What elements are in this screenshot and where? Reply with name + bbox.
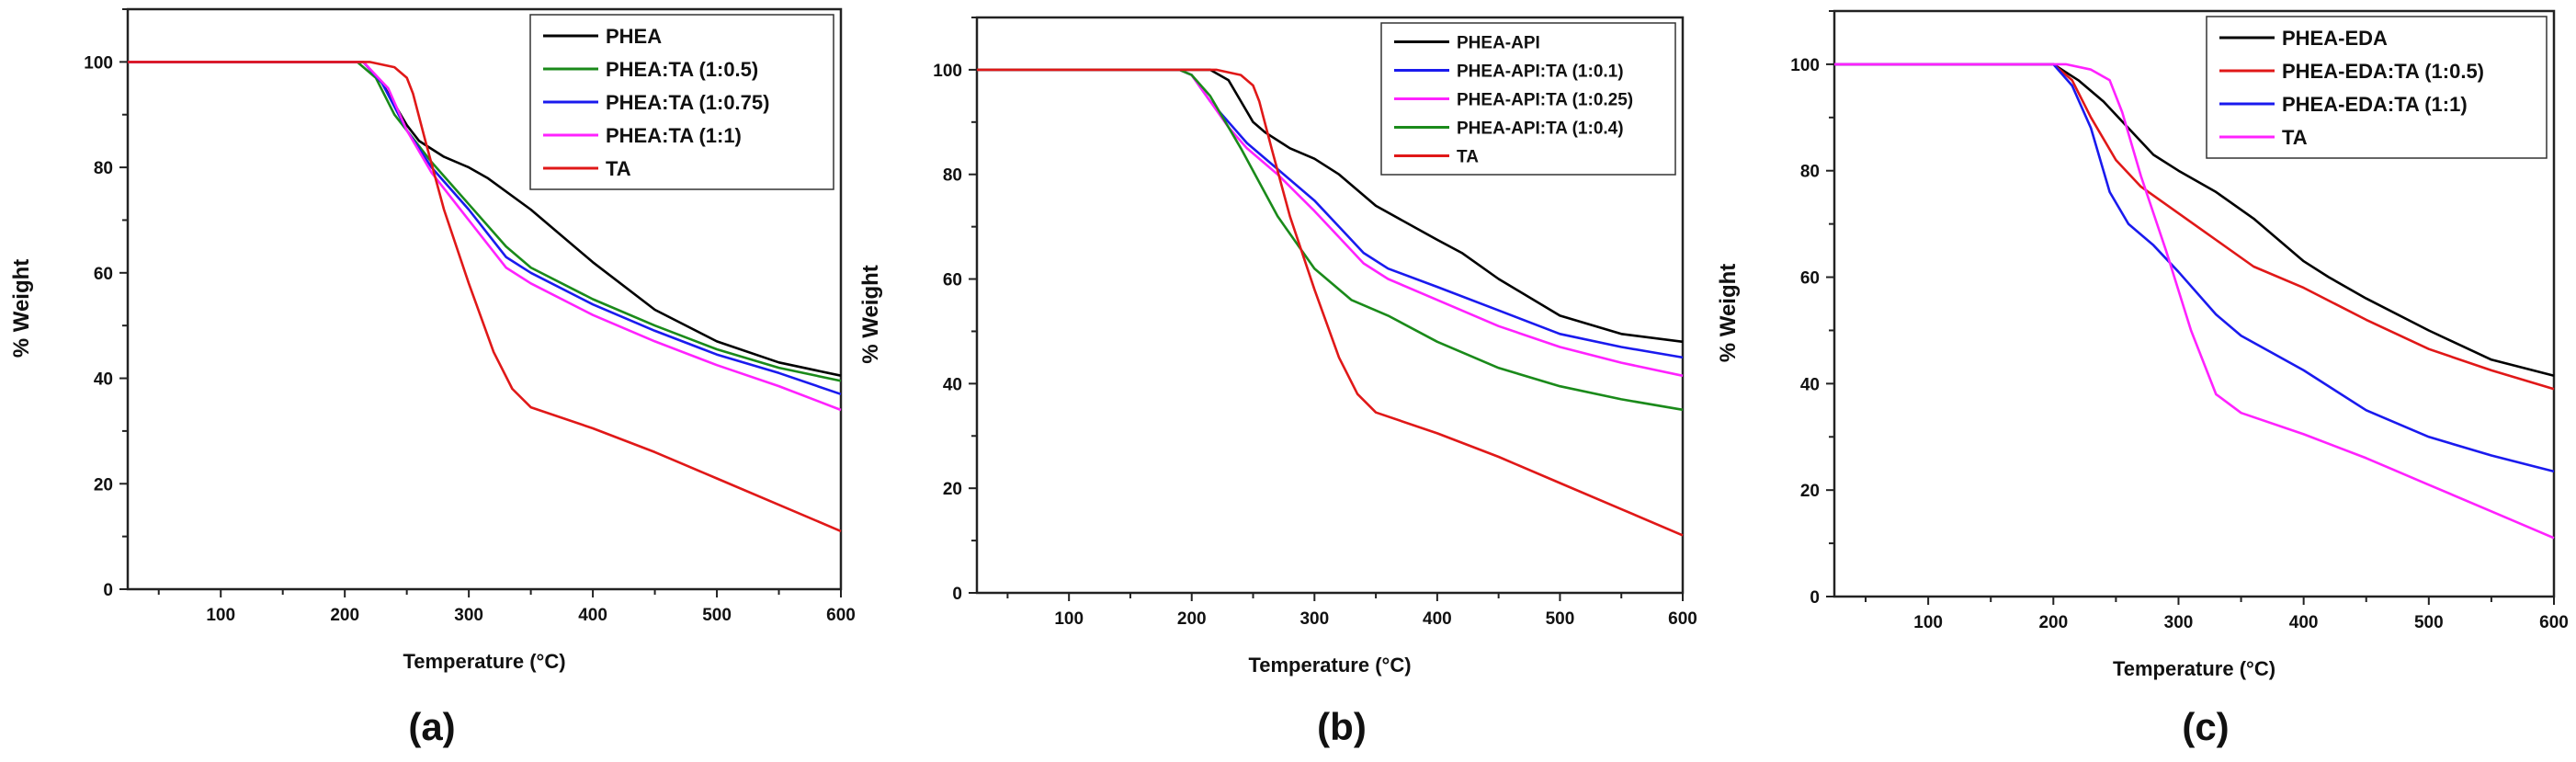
panel-label: (c) [2182,705,2229,748]
x-tick-label: 100 [1913,613,1943,632]
legend-entry: PHEA [606,25,662,48]
x-tick-label: 300 [454,606,483,625]
y-tick-label: 40 [943,375,962,394]
legend-entry: PHEA-EDA:TA (1:0.5) [2282,60,2484,83]
x-tick-label: 200 [2038,613,2068,632]
legend-entry: PHEA:TA (1:1) [606,124,742,147]
y-tick-label: 40 [1800,375,1820,394]
x-axis-label: Temperature (°C) [2113,657,2275,680]
chart-panel-b: 100 200 300 400 500 600 0 20 40 60 80 100 Temperatur… [858,16,1697,748]
legend-entry: PHEA:TA (1:0.75) [606,91,769,114]
legend: PHEA PHEA:TA (1:0.5) PHEA:TA (1:0.75) PHEA:… [529,14,834,190]
legend-entry: PHEA-API:TA (1:0.25) [1457,90,1633,109]
y-tick-label: 80 [943,166,962,186]
y-axis-label: % Weight [9,259,34,358]
x-tick-label: 200 [1177,609,1207,629]
series-line-phea-eda [1834,63,2555,377]
plot-frame [1833,9,2556,598]
y-tick-label: 0 [1810,588,1820,608]
y-tick-label: 40 [94,370,113,390]
series-line-phea-eda-ta-1-0-5- [1834,63,2555,391]
x-tick-label: 400 [2289,613,2319,632]
y-tick-label: 0 [103,581,113,600]
series-line-phea-eda-ta-1-1- [1834,63,2555,473]
panel-label: (a) [408,705,455,748]
legend: PHEA-API PHEA-API:TA (1:0.1) PHEA-API:TA (… [1380,22,1676,176]
x-tick-label: 400 [1423,609,1452,629]
series-line-phea-ta-1-1- [128,61,842,412]
x-axis-label: Temperature (°C) [1248,654,1411,677]
x-tick-label: 300 [1299,609,1329,629]
y-tick-label: 60 [1800,269,1820,289]
legend-box [2206,16,2548,159]
y-tick-label: 80 [94,159,113,178]
series-line-phea-api-ta-1-0-25- [977,68,1684,378]
x-tick-label: 500 [702,606,732,625]
legend: PHEA-EDA PHEA-EDA:TA (1:0.5) PHEA-EDA:TA (… [2206,16,2548,159]
chart-panel-a: 100 200 300 400 500 600 0 20 40 60 80 100 Temperatur… [9,7,856,748]
y-tick-label: 0 [952,585,962,604]
legend-entry: PHEA-EDA [2282,27,2388,50]
y-tick-label: 20 [94,475,113,495]
legend-entry: PHEA-API:TA (1:0.1) [1457,62,1624,81]
legend-entry: PHEA:TA (1:0.5) [606,58,758,81]
series-line-phea-ta-1-0-5- [128,61,842,382]
x-tick-label: 600 [1668,609,1697,629]
chart-panel-c: 100 200 300 400 500 600 0 20 40 60 80 100 Temperatur… [1716,9,2569,748]
y-tick-label: 60 [94,265,113,284]
x-tick-label: 600 [2539,613,2569,632]
x-tick-label: 200 [330,606,359,625]
y-tick-label: 20 [1800,482,1820,501]
y-axis-label: % Weight [858,265,883,364]
legend-entry: TA [1457,147,1479,166]
x-tick-label: 500 [2414,613,2444,632]
x-tick-label: 100 [1054,609,1084,629]
x-tick-label: 100 [206,606,235,625]
x-tick-label: 600 [826,606,856,625]
y-tick-label: 100 [933,62,962,81]
series-line-ta [977,68,1684,537]
x-tick-label: 400 [578,606,607,625]
plot-frame [975,16,1685,595]
series-line-phea-api-ta-1-0-4- [977,68,1684,412]
series-line-ta [1834,63,2555,540]
legend-entry: PHEA-API [1457,33,1540,52]
x-tick-label: 300 [2164,613,2194,632]
plot-frame [126,7,843,591]
legend-entry: TA [2282,126,2308,149]
y-tick-label: 60 [943,271,962,290]
legend-entry: PHEA-API:TA (1:0.4) [1457,119,1624,138]
series-line-phea-api [977,68,1684,344]
x-axis-label: Temperature (°C) [403,650,565,673]
legend-entry: PHEA-EDA:TA (1:1) [2282,93,2468,116]
panel-label: (b) [1317,705,1367,748]
y-tick-label: 80 [1800,163,1820,182]
x-tick-label: 500 [1546,609,1575,629]
y-tick-label: 20 [943,480,962,499]
legend-entry: TA [606,157,631,180]
y-tick-label: 100 [84,53,113,73]
y-tick-label: 100 [1790,56,1820,75]
y-axis-label: % Weight [1716,264,1741,363]
series-line-ta [128,61,842,533]
